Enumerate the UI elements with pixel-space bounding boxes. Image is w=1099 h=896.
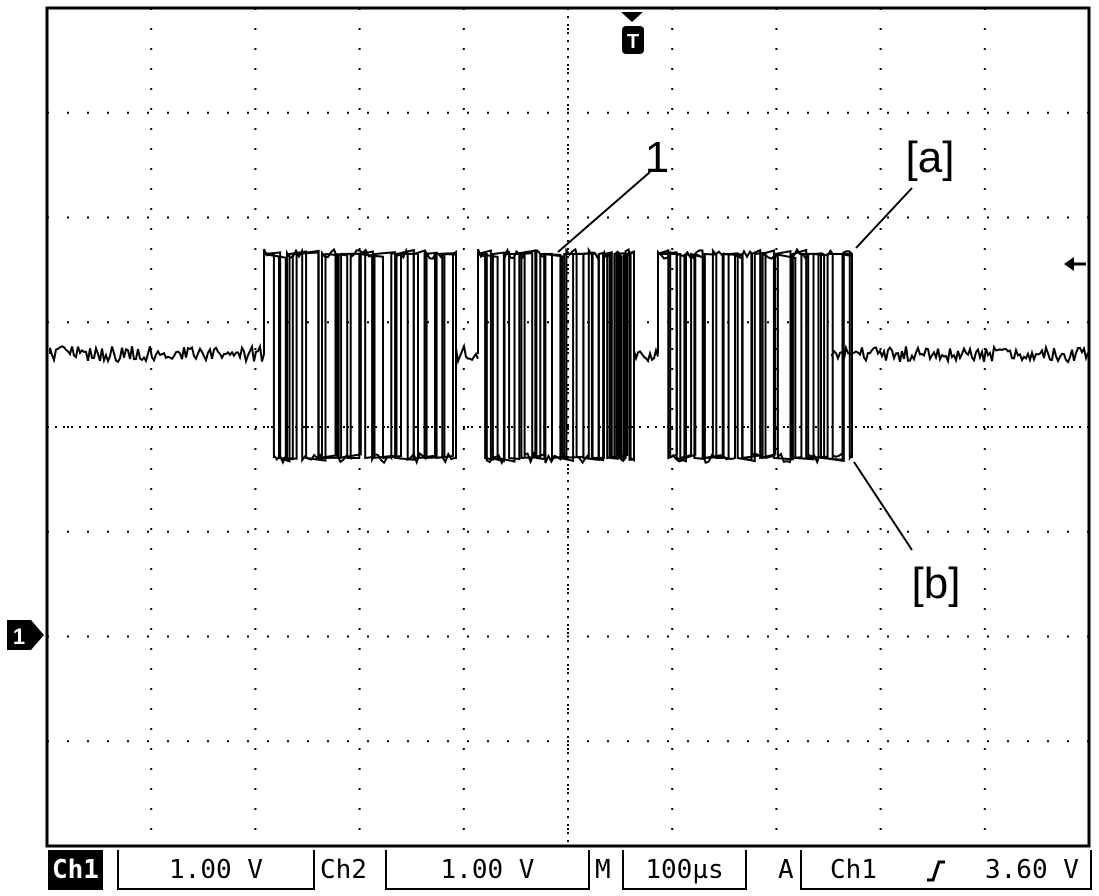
trace-segment <box>263 249 457 461</box>
trigger-marker-label: T <box>627 31 639 53</box>
annotation-1: 1 <box>645 133 669 182</box>
trace-segment <box>657 248 853 462</box>
oscilloscope-screen: T 1 1 [a] [b] <box>7 6 1091 848</box>
trigger-position-marker: T <box>621 12 644 54</box>
ch1-label: Ch1 <box>48 850 103 890</box>
annotation-a: [a] <box>906 133 955 182</box>
trace-segment <box>633 346 659 364</box>
ref1-leader-line <box>557 171 651 253</box>
trace-segment <box>263 251 457 461</box>
status-bar: Ch1 1.00 V Ch2 1.00 V M 100µs A Ch1 3.60… <box>0 850 1099 896</box>
trace-segment <box>603 247 635 463</box>
trigger-level: 3.60 V <box>985 855 1079 885</box>
trace-segment <box>477 249 605 463</box>
trace-segment <box>831 343 1089 365</box>
ch1-scale: 1.00 V <box>117 850 315 890</box>
timebase-value: 100µs <box>622 850 747 890</box>
trace-segment <box>477 249 605 463</box>
trace-segment <box>658 251 853 463</box>
signal-trace <box>49 246 1089 466</box>
trigger-level-arrow <box>1064 257 1086 271</box>
annotation-b: [b] <box>912 559 961 608</box>
ch2-scale: 1.00 V <box>385 850 590 890</box>
trace-segment <box>603 252 635 463</box>
ref-a-leader-line <box>855 187 913 249</box>
ch1-ground-marker: 1 <box>7 620 44 650</box>
trace-segment <box>603 250 635 460</box>
rising-edge-icon <box>925 850 947 890</box>
trace-segment <box>49 342 265 365</box>
ch2-label: Ch2 <box>320 855 367 885</box>
timebase-label: M <box>595 855 611 885</box>
ref-b-leader-line <box>853 461 913 551</box>
trace-segment <box>455 342 479 366</box>
trigger-mode: A <box>778 855 794 885</box>
trigger-source: Ch1 <box>830 855 877 885</box>
trigger-settings <box>800 850 1092 890</box>
graticule-grid <box>47 8 1089 846</box>
ch1-marker-label: 1 <box>13 624 25 649</box>
